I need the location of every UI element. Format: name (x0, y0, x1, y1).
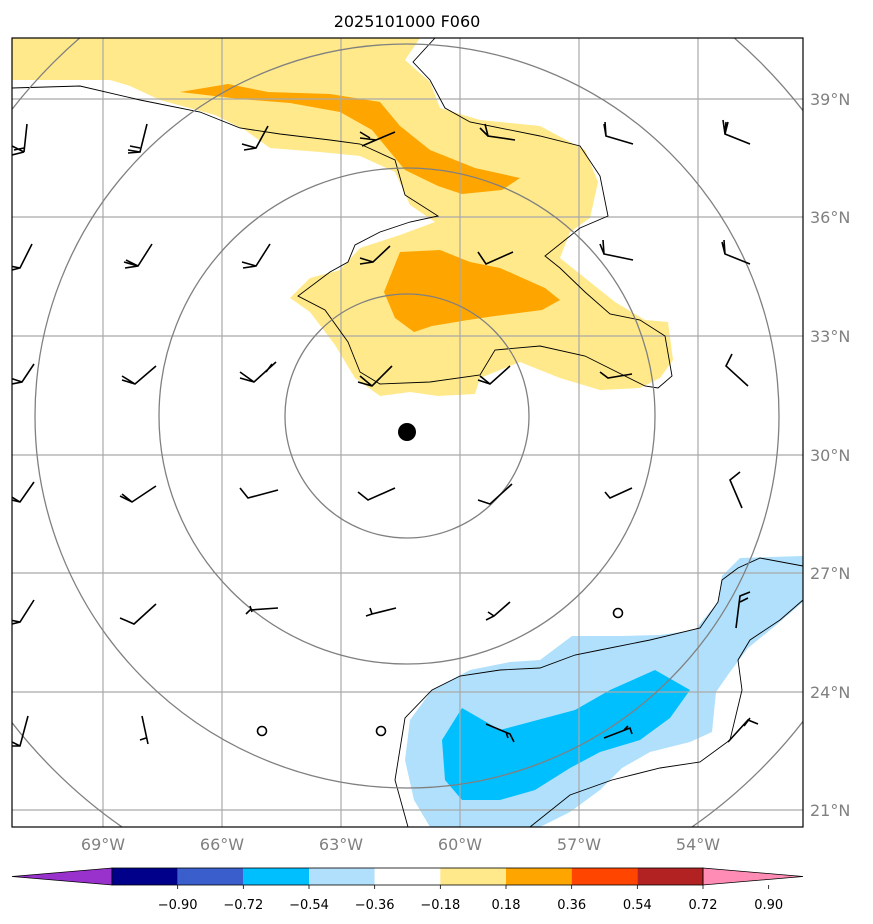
colorbar: −0.90 −0.72 −0.54 −0.36 −0.18 0.18 0.36 0.54 0.7… (11, 867, 804, 913)
colorbar-tick-label: −0.90 (158, 898, 198, 913)
colorbar-extension-high (702, 867, 804, 886)
colorbar-box (374, 868, 441, 885)
map-frame (11, 37, 804, 828)
colorbar-box (112, 868, 178, 885)
lon-label: 63°W (319, 835, 363, 854)
graticule (12, 38, 803, 827)
latitude-labels: 39°N 36°N 33°N 30°N 27°N 24°N 21°N (810, 90, 850, 820)
storm-center-marker (398, 423, 416, 441)
wind-barbs (12, 119, 759, 747)
colorbar-tick-label: −0.18 (420, 898, 460, 913)
lon-label: 66°W (200, 835, 244, 854)
colorbar-tick-label: 0.54 (623, 898, 652, 913)
lat-label: 33°N (810, 327, 850, 346)
colorbar-tick-label: −0.36 (355, 898, 395, 913)
lat-label: 36°N (810, 208, 850, 227)
calm-wind-markers (256, 607, 624, 737)
figure-title: 2025101000 F060 (334, 12, 481, 31)
colorbar-tick-label: 0.72 (689, 898, 718, 913)
colorbar-box (506, 868, 572, 885)
lon-label: 60°W (438, 835, 482, 854)
colorbar-tick-label: 0.36 (557, 898, 586, 913)
lon-label: 69°W (81, 835, 125, 854)
colorbar-tick-label: 0.18 (492, 898, 521, 913)
colorbar-box (440, 868, 506, 885)
colorbar-box (309, 868, 375, 885)
lat-label: 30°N (810, 446, 850, 465)
lat-label: 24°N (810, 683, 850, 702)
colorbar-box (177, 868, 244, 885)
positive-anomaly-region (12, 38, 673, 396)
lon-label: 57°W (557, 835, 601, 854)
lat-label: 21°N (810, 801, 850, 820)
colorbar-tick-label: −0.72 (223, 898, 263, 913)
lat-label: 39°N (810, 90, 850, 109)
lat-label: 27°N (810, 564, 850, 583)
longitude-labels: 69°W 66°W 63°W 60°W 57°W 54°W (81, 835, 720, 854)
lon-label: 54°W (676, 835, 720, 854)
colorbar-tick-label: −0.54 (289, 898, 329, 913)
colorbar-extension-low (11, 867, 113, 886)
colorbar-outline (111, 867, 704, 886)
colorbar-box (637, 868, 703, 885)
colorbar-box (571, 868, 638, 885)
colorbar-box (243, 868, 309, 885)
colorbar-tick-label: 0.90 (754, 898, 783, 913)
